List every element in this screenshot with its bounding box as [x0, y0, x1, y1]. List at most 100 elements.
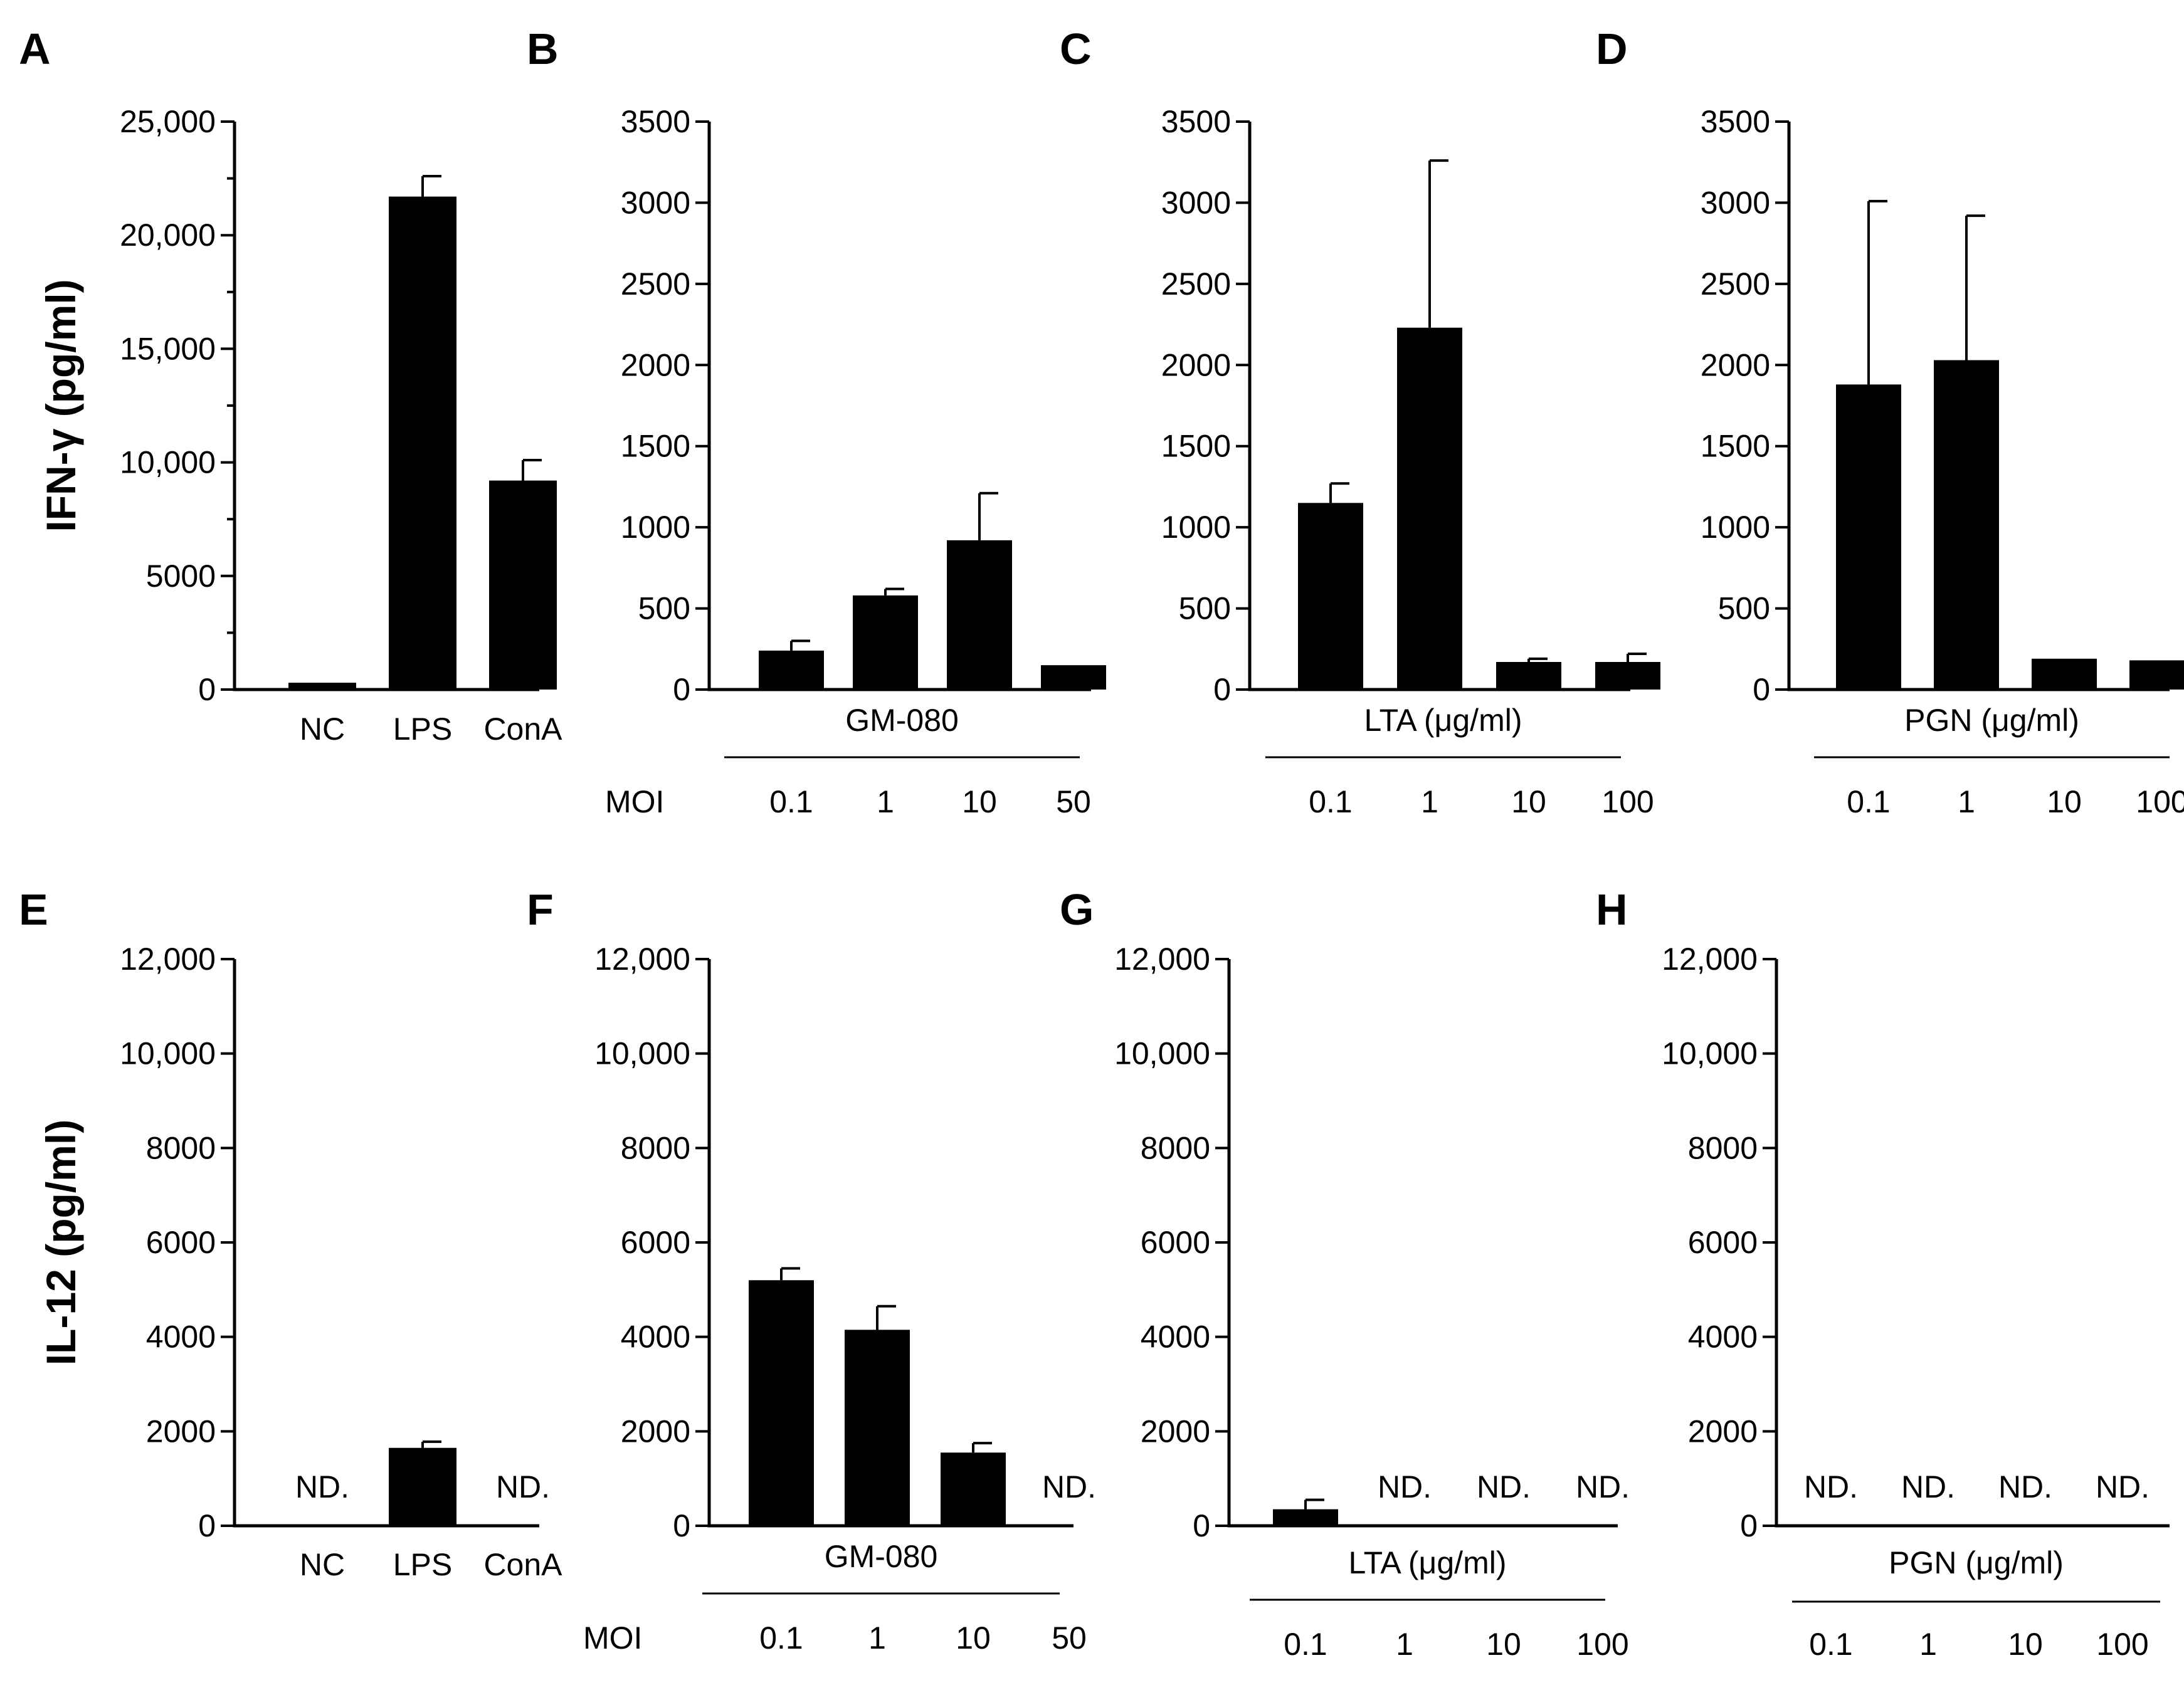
category-label: 0.1: [1309, 784, 1353, 819]
bar: [389, 1447, 456, 1526]
y-tick-label: 2000: [621, 347, 690, 382]
category-label: 0.1: [1284, 1627, 1327, 1662]
bar: [759, 650, 824, 690]
category-label: 10: [956, 1620, 991, 1656]
nd-label: ND.: [1901, 1469, 1955, 1504]
y-tick-label: 0: [198, 1508, 216, 1543]
y-tick-label: 0: [673, 672, 690, 707]
y-tick-label: 500: [638, 591, 690, 626]
nd-label: ND.: [2096, 1469, 2150, 1504]
bar: [489, 480, 557, 690]
nd-label: ND.: [496, 1469, 550, 1504]
y-tick-label: 3000: [621, 185, 690, 220]
y-tick-label: 4000: [621, 1320, 690, 1355]
y-tick-label: 3500: [1701, 104, 1770, 139]
moi-label: MOI: [583, 1620, 642, 1656]
y-tick-label: 8000: [146, 1130, 216, 1165]
category-label: 1: [1919, 1627, 1937, 1662]
y-tick-label: 20,000: [120, 218, 216, 253]
bar: [1836, 384, 1901, 690]
y-tick-label: 500: [1179, 591, 1231, 626]
category-label: 10: [1511, 784, 1546, 819]
y-tick-label: 8000: [1688, 1130, 1758, 1165]
y-tick-label: 10,000: [1662, 1036, 1758, 1071]
y-tick-label: 2000: [1141, 1414, 1210, 1449]
y-tick-label: 5000: [146, 559, 216, 594]
category-label: 10: [2008, 1627, 2043, 1662]
category-label: NC: [300, 1547, 345, 1582]
y-tick-label: 2500: [1161, 266, 1231, 302]
bar: [1934, 360, 1999, 690]
nd-label: ND.: [1477, 1469, 1531, 1504]
bar: [947, 540, 1012, 690]
category-label: 10: [962, 784, 997, 819]
y-tick-label: 6000: [146, 1225, 216, 1260]
bar: [845, 1330, 910, 1526]
y-tick-label: 0: [1740, 1508, 1758, 1543]
panel-g: G 0 2000 4000 6000 8000 10,000 12,000 0.1 ND. 1 ND.…: [1060, 885, 1630, 1662]
y-tick-label: 3500: [1161, 104, 1231, 139]
y-tick-label: 12,000: [120, 942, 216, 977]
y-tick-label: 1000: [621, 510, 690, 545]
group-label: GM-080: [845, 703, 959, 738]
panel-h: H 0 2000 4000 6000 8000 10,000 12,000 ND. 0.1 ND. 1…: [1596, 885, 2170, 1662]
bar: [941, 1452, 1006, 1526]
y-tick-label: 0: [198, 672, 216, 707]
category-label: 10: [2047, 784, 2082, 819]
category-label: 50: [1056, 784, 1091, 819]
category-label: 50: [1052, 1620, 1087, 1656]
y-tick-label: 0: [1193, 1508, 1210, 1543]
y-tick-label: 2500: [621, 266, 690, 302]
y-tick-label: 2000: [1161, 347, 1231, 382]
group-label: LTA (μg/ml): [1364, 703, 1522, 738]
bar: [2032, 658, 2097, 690]
y-tick-label: 6000: [1141, 1225, 1210, 1260]
nd-label: ND.: [1804, 1469, 1858, 1504]
bar: [1397, 327, 1462, 690]
category-label: 1: [1958, 784, 1975, 819]
category-label: 10: [1486, 1627, 1521, 1662]
panel-b: B 0 500 1000 1500 2000 2500 3000 3500 0.1 1 10 50 GM-…: [527, 24, 1106, 819]
y-tick-label: 2500: [1701, 266, 1770, 302]
panel-d: D 0 500 1000 1500 2000 2500 3000 3500 0.1 1 10 100 PG…: [1596, 24, 2184, 819]
panel-c: C 0 500 1000 1500 2000 2500 3000 3500 0.1 1 10 100 LT…: [1060, 24, 1660, 819]
category-label: 100: [2136, 784, 2184, 819]
bar: [1496, 661, 1561, 690]
y-tick-label: 1500: [621, 429, 690, 464]
nd-label: ND.: [1378, 1469, 1432, 1504]
y-tick-label: 2000: [621, 1414, 690, 1449]
group-label: PGN (μg/ml): [1889, 1545, 2064, 1580]
panel-a: A IFN-γ (pg/ml) 0 5000 10,000 15,000 20,000 25,…: [19, 24, 562, 747]
panel-e: E IL-12 (pg/ml) 0 2000 4000 6000 8000 10,000 12,…: [19, 885, 562, 1582]
bar: [1041, 665, 1106, 690]
y-tick-label: 0: [1753, 672, 1770, 707]
y-tick-label: 8000: [1141, 1130, 1210, 1165]
category-label: LPS: [393, 711, 453, 747]
bar: [1298, 503, 1363, 690]
y-tick-label: 500: [1718, 591, 1770, 626]
y-tick-label: 10,000: [120, 445, 216, 480]
y-tick-label: 10,000: [120, 1036, 216, 1071]
y-tick-label: 3000: [1701, 185, 1770, 220]
group-label: GM-080: [825, 1539, 938, 1574]
panel-letter: G: [1060, 885, 1094, 934]
nd-label: ND.: [1576, 1469, 1630, 1504]
y-tick-label: 4000: [146, 1320, 216, 1355]
y-tick-label: 6000: [621, 1225, 690, 1260]
y-tick-label: 2000: [1688, 1414, 1758, 1449]
category-label: NC: [300, 711, 345, 747]
category-label: 1: [1396, 1627, 1413, 1662]
category-label: 100: [1576, 1627, 1628, 1662]
y-tick-label: 8000: [621, 1130, 690, 1165]
nd-label: ND.: [295, 1469, 349, 1504]
category-label: ConA: [483, 711, 562, 747]
category-label: 1: [868, 1620, 886, 1656]
y-axis-label: IL-12 (pg/ml): [38, 1120, 84, 1365]
y-tick-label: 25,000: [120, 104, 216, 139]
category-label: 100: [1601, 784, 1654, 819]
y-tick-label: 3000: [1161, 185, 1231, 220]
y-tick-label: 10,000: [594, 1036, 690, 1071]
category-label: 1: [877, 784, 894, 819]
panel-letter: A: [19, 24, 51, 73]
